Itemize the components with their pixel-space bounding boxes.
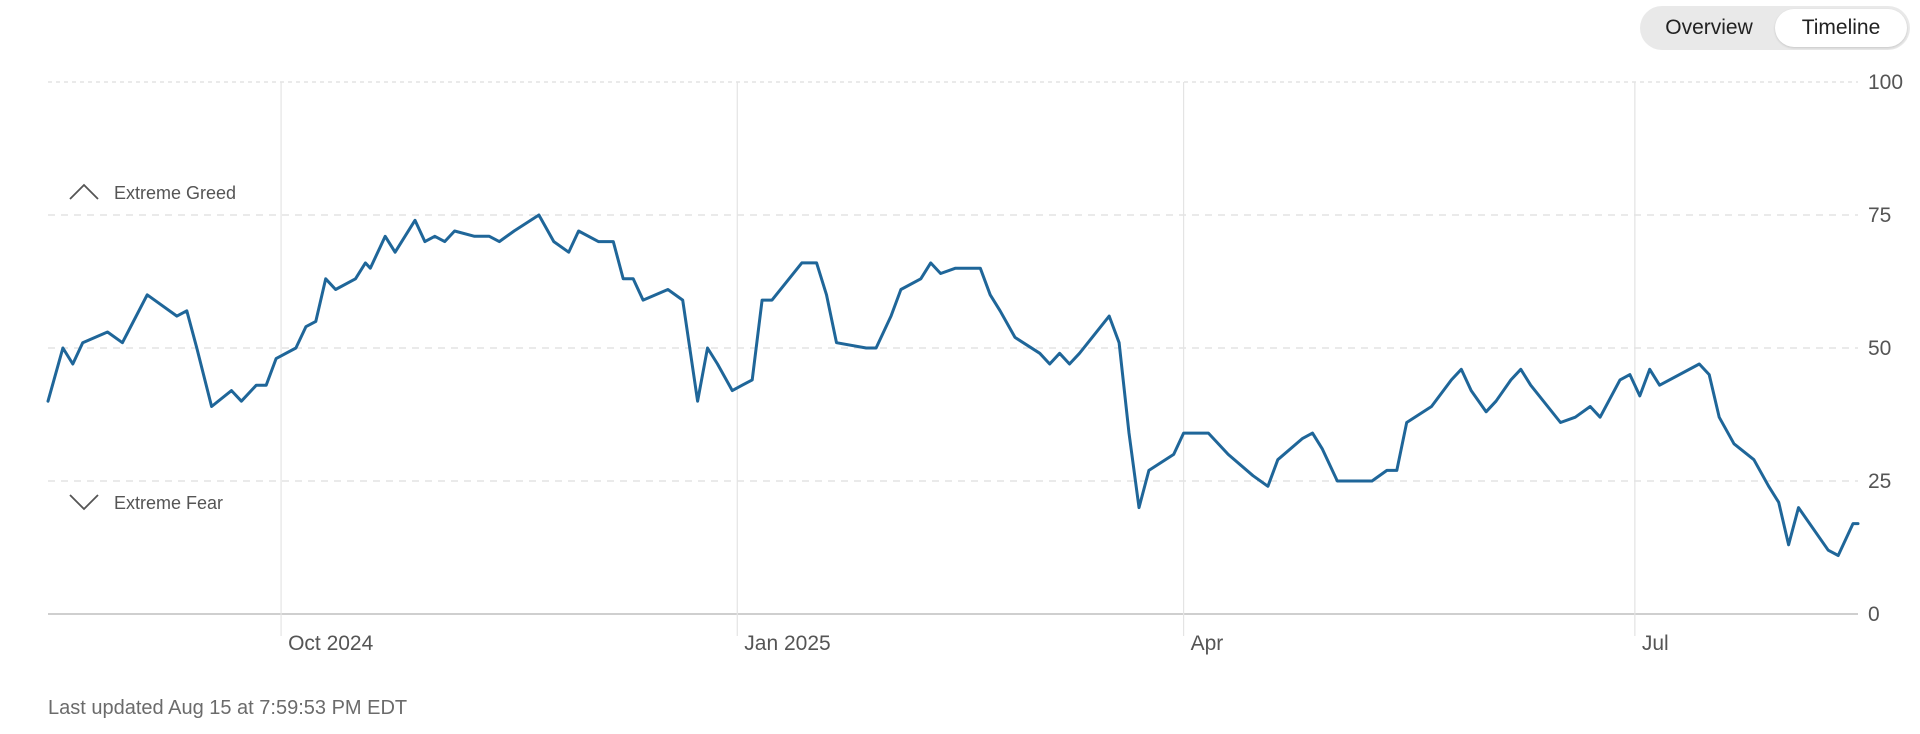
band-labels: Extreme Greed Extreme Fear — [69, 183, 236, 513]
x-gridlines — [280, 82, 1636, 636]
y-axis-ticks: 0 25 50 75 100 — [1868, 71, 1903, 626]
timeline-tab[interactable]: Timeline — [1775, 9, 1907, 47]
grid — [48, 81, 1858, 615]
x-tick-label-2: Apr — [1191, 632, 1224, 655]
overview-tab[interactable]: Overview — [1643, 9, 1775, 47]
fear-greed-timeline-chart: 0 25 50 75 100 Oct 2024 Jan 2025 Apr Jul Extrem… — [46, 71, 1903, 655]
y-tick-label-75: 75 — [1868, 204, 1891, 227]
x-axis-ticks: Oct 2024 Jan 2025 Apr Jul — [288, 632, 1669, 655]
y-tick-label-0: 0 — [1868, 603, 1880, 626]
view-toggle: Overview Timeline — [1640, 6, 1910, 50]
index-line — [46, 213, 1860, 557]
y-tick-label-25: 25 — [1868, 470, 1891, 493]
extreme-greed-label: Extreme Greed — [114, 183, 236, 203]
extreme-fear-label: Extreme Fear — [114, 493, 223, 513]
chevron-down-icon — [69, 494, 99, 511]
last-updated-text: Last updated Aug 15 at 7:59:53 PM EDT — [48, 697, 408, 719]
x-tick-label-0: Oct 2024 — [288, 632, 374, 655]
y-tick-label-50: 50 — [1868, 337, 1891, 360]
x-tick-label-3: Jul — [1642, 632, 1669, 655]
x-tick-label-1: Jan 2025 — [744, 632, 830, 655]
chevron-up-icon — [69, 183, 99, 200]
y-tick-label-100: 100 — [1868, 71, 1903, 94]
